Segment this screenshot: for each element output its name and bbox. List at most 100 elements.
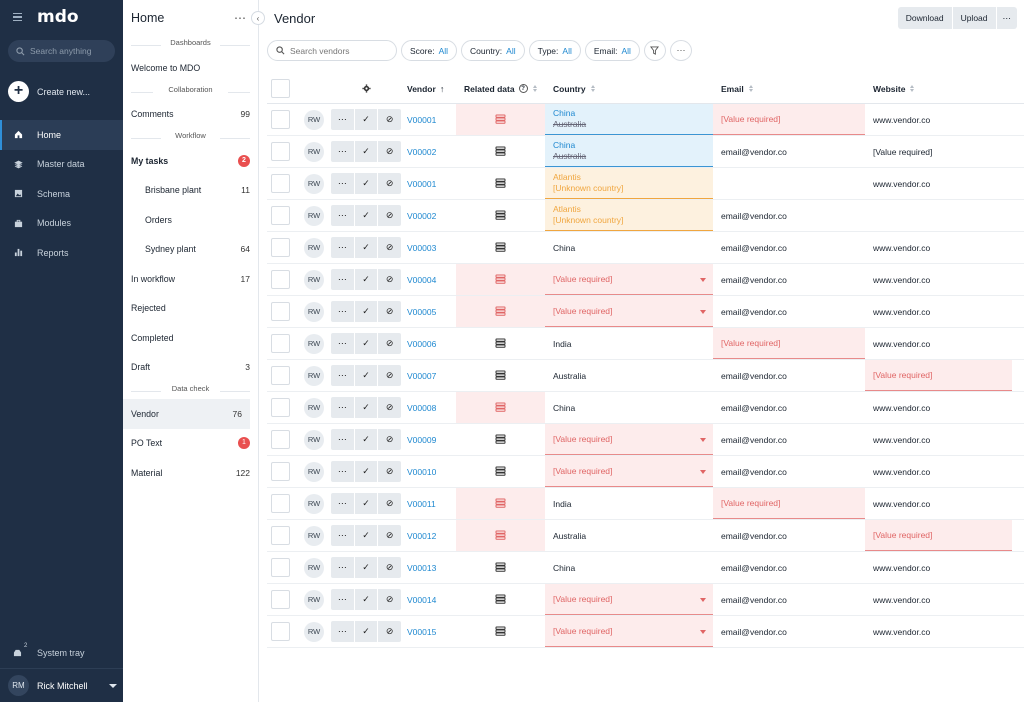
reject-ban-icon[interactable]: ⊘ — [378, 141, 402, 162]
country-cell[interactable]: Atlantis [Unknown country] — [545, 168, 713, 199]
dropdown-caret-icon[interactable] — [700, 438, 706, 442]
download-button[interactable]: Download — [897, 7, 953, 29]
table-row[interactable]: RW ⋯ ✓ ⊘ V00013 China email@vendor.co www.vendo… — [267, 552, 1024, 584]
related-data-icon[interactable] — [495, 498, 506, 510]
more-icon[interactable]: ⋯ — [331, 301, 354, 322]
related-data-cell[interactable] — [456, 200, 545, 231]
table-row[interactable]: RW ⋯ ✓ ⊘ V00002 Atlantis [Unknown country] emai… — [267, 200, 1024, 232]
country-cell[interactable]: [Value required] — [545, 456, 713, 487]
panel-item-vendor[interactable]: Vendor 76 — [123, 399, 250, 429]
more-icon[interactable]: ⋯ — [331, 429, 354, 450]
row-checkbox[interactable] — [270, 270, 290, 289]
more-icon[interactable]: ⋯ — [331, 333, 354, 354]
country-cell[interactable]: Australia — [545, 520, 713, 551]
reject-ban-icon[interactable]: ⊘ — [378, 237, 402, 258]
approve-check-icon[interactable]: ✓ — [354, 109, 378, 130]
more-icon[interactable]: ⋯ — [331, 205, 354, 226]
select-all-checkbox[interactable] — [270, 79, 290, 98]
email-cell[interactable]: email@vendor.co — [713, 552, 865, 583]
related-data-icon[interactable] — [495, 466, 506, 478]
website-cell[interactable]: www.vendor.co — [865, 168, 1012, 199]
approve-check-icon[interactable]: ✓ — [354, 589, 378, 610]
dropdown-caret-icon[interactable] — [700, 598, 706, 602]
panel-item-sydney-plant[interactable]: Sydney plant 64 — [123, 235, 258, 265]
related-data-cell[interactable] — [456, 552, 545, 583]
filter-type[interactable]: Type: All — [528, 40, 581, 61]
related-data-cell[interactable] — [456, 392, 545, 423]
related-data-icon[interactable] — [495, 274, 506, 286]
filter-funnel-icon[interactable] — [643, 40, 666, 61]
website-cell[interactable]: [Value required] — [865, 520, 1012, 551]
vendor-link[interactable]: V00002 — [407, 146, 437, 157]
table-row[interactable]: RW ⋯ ✓ ⊘ V00010 [Value required] email@vendor.… — [267, 456, 1024, 488]
country-cell[interactable]: Australia — [545, 360, 713, 391]
approve-check-icon[interactable]: ✓ — [354, 365, 378, 386]
table-row[interactable]: RW ⋯ ✓ ⊘ V00014 [Value required] email@vendor.… — [267, 584, 1024, 616]
related-data-icon[interactable] — [495, 338, 506, 350]
reject-ban-icon[interactable]: ⊘ — [378, 493, 402, 514]
column-header-email[interactable]: Email — [713, 74, 865, 104]
upload-button[interactable]: Upload — [952, 7, 997, 29]
vendor-link[interactable]: V00009 — [407, 434, 437, 445]
vendor-link[interactable]: V00003 — [407, 242, 437, 253]
nav-item-modules[interactable]: Modules — [0, 209, 123, 239]
more-icon[interactable]: ⋯ — [331, 269, 354, 290]
country-cell[interactable]: China — [545, 232, 713, 263]
reject-ban-icon[interactable]: ⊘ — [378, 525, 402, 546]
panel-item-material[interactable]: Material 122 — [123, 458, 258, 488]
website-cell[interactable]: [Value required] — [865, 136, 1012, 167]
vendor-link[interactable]: V00002 — [407, 210, 437, 221]
email-cell[interactable]: email@vendor.co — [713, 584, 865, 615]
related-data-cell[interactable] — [456, 584, 545, 615]
panel-item-comments[interactable]: Comments 99 — [123, 100, 258, 130]
website-cell[interactable]: www.vendor.co — [865, 424, 1012, 455]
country-cell[interactable]: China — [545, 392, 713, 423]
table-row[interactable]: RW ⋯ ✓ ⊘ V00015 [Value required] email@vendor.… — [267, 616, 1024, 648]
table-row[interactable]: RW ⋯ ✓ ⊘ V00003 China email@vendor.co www.vendo… — [267, 232, 1024, 264]
related-data-icon[interactable] — [495, 178, 506, 190]
related-data-cell[interactable] — [456, 104, 545, 135]
website-cell[interactable]: [Value required] — [865, 360, 1012, 391]
approve-check-icon[interactable]: ✓ — [354, 557, 378, 578]
reject-ban-icon[interactable]: ⊘ — [378, 205, 402, 226]
approve-check-icon[interactable]: ✓ — [354, 333, 378, 354]
table-row[interactable]: RW ⋯ ✓ ⊘ V00011 India [Value required] www.vend… — [267, 488, 1024, 520]
website-cell[interactable]: www.vendor.co — [865, 488, 1012, 519]
row-checkbox[interactable] — [270, 142, 290, 161]
related-data-cell[interactable] — [456, 360, 545, 391]
website-cell[interactable]: www.vendor.co — [865, 104, 1012, 135]
row-checkbox[interactable] — [270, 334, 290, 353]
email-cell[interactable]: email@vendor.co — [713, 456, 865, 487]
email-cell[interactable]: [Value required] — [713, 488, 865, 519]
vendor-link[interactable]: V00004 — [407, 274, 437, 285]
row-checkbox[interactable] — [270, 494, 290, 513]
email-cell[interactable]: email@vendor.co — [713, 616, 865, 647]
vendor-link[interactable]: V00001 — [407, 114, 437, 125]
approve-check-icon[interactable]: ✓ — [354, 397, 378, 418]
approve-check-icon[interactable]: ✓ — [354, 301, 378, 322]
country-cell[interactable]: [Value required] — [545, 424, 713, 455]
email-cell[interactable]: email@vendor.co — [713, 200, 865, 231]
more-icon[interactable]: ⋯ — [331, 621, 354, 642]
panel-item-my-tasks[interactable]: My tasks 2 — [123, 146, 258, 176]
vendor-search-input[interactable]: Search vendors — [267, 40, 397, 61]
gear-icon[interactable] — [361, 84, 371, 93]
country-cell[interactable]: China Australia — [545, 104, 713, 135]
approve-check-icon[interactable]: ✓ — [354, 461, 378, 482]
more-icon[interactable]: ⋯ — [331, 397, 354, 418]
row-checkbox[interactable] — [270, 526, 290, 545]
row-checkbox[interactable] — [270, 622, 290, 641]
dropdown-caret-icon[interactable] — [700, 470, 706, 474]
panel-item-orders[interactable]: Orders — [123, 205, 258, 235]
filter-email[interactable]: Email: All — [584, 40, 640, 61]
panel-item-po-text[interactable]: PO Text 1 — [123, 429, 258, 459]
row-checkbox[interactable] — [270, 174, 290, 193]
email-cell[interactable]: email@vendor.co — [713, 360, 865, 391]
reject-ban-icon[interactable]: ⊘ — [378, 557, 402, 578]
row-checkbox[interactable] — [270, 366, 290, 385]
email-cell[interactable]: email@vendor.co — [713, 424, 865, 455]
vendor-link[interactable]: V00011 — [407, 498, 436, 509]
related-data-icon[interactable] — [495, 530, 506, 542]
country-cell[interactable]: Atlantis [Unknown country] — [545, 200, 713, 231]
approve-check-icon[interactable]: ✓ — [354, 525, 378, 546]
